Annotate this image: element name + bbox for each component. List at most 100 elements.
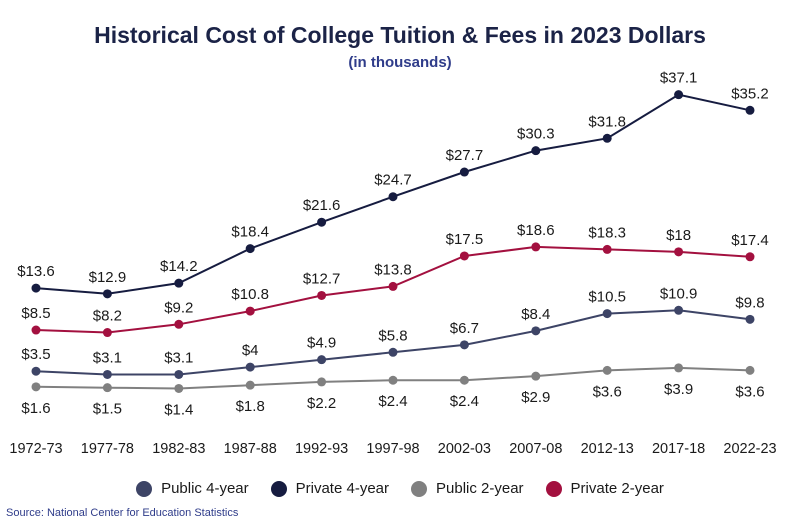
data-label-public-4-year: $3.1 bbox=[93, 349, 122, 366]
data-point-private-2-year bbox=[388, 281, 398, 291]
data-label-private-2-year: $18.6 bbox=[517, 222, 555, 239]
data-point-public-2-year bbox=[388, 375, 398, 385]
data-point-private-4-year bbox=[674, 90, 684, 100]
data-label-public-2-year: $3.6 bbox=[735, 383, 764, 400]
series-public-4-year: $3.5 $3.1 $3.1 $4 $4.9 $5.8 $6.7 $8.4 $10.5 $10.9… bbox=[21, 285, 765, 379]
data-label-public-2-year: $2.9 bbox=[521, 389, 550, 406]
data-label-public-4-year: $3.5 bbox=[21, 346, 50, 363]
x-tick-label: 2007-08 bbox=[509, 441, 562, 457]
data-point-private-2-year bbox=[745, 252, 755, 262]
legend-label: Private 4-year bbox=[295, 480, 389, 497]
data-label-public-2-year: $1.5 bbox=[93, 401, 122, 418]
data-point-public-2-year bbox=[745, 365, 755, 375]
data-point-private-4-year bbox=[174, 278, 184, 288]
x-tick-label: 2022-23 bbox=[723, 441, 776, 457]
data-point-private-2-year bbox=[459, 251, 469, 261]
data-label-private-2-year: $10.8 bbox=[231, 286, 269, 303]
data-point-public-2-year bbox=[245, 380, 255, 390]
data-label-public-2-year: $2.4 bbox=[378, 393, 407, 410]
x-tick-label: 2012-13 bbox=[581, 441, 634, 457]
data-point-public-4-year bbox=[745, 314, 755, 324]
data-label-private-4-year: $30.3 bbox=[517, 126, 555, 143]
data-label-public-2-year: $1.6 bbox=[21, 400, 50, 417]
data-label-public-2-year: $3.6 bbox=[593, 383, 622, 400]
data-point-private-4-year bbox=[459, 167, 469, 177]
data-label-private-4-year: $27.7 bbox=[446, 147, 484, 164]
data-point-private-2-year bbox=[602, 244, 612, 254]
data-label-public-4-year: $10.9 bbox=[660, 285, 698, 302]
data-point-public-2-year bbox=[459, 375, 469, 385]
data-point-public-2-year bbox=[602, 365, 612, 375]
data-point-private-4-year bbox=[245, 244, 255, 254]
data-label-private-4-year: $12.9 bbox=[89, 269, 127, 286]
data-label-public-4-year: $4 bbox=[242, 342, 259, 359]
x-tick-label: 1982-83 bbox=[152, 441, 205, 457]
data-label-public-4-year: $8.4 bbox=[521, 306, 550, 323]
data-point-public-2-year bbox=[174, 383, 184, 393]
data-point-public-4-year bbox=[102, 369, 112, 379]
legend-swatch bbox=[270, 480, 287, 497]
x-tick-label: 2002-03 bbox=[438, 441, 491, 457]
series-private-2-year: $8.5 $8.2 $9.2 $10.8 $12.7 $13.8 $17.5 $18.6 $18… bbox=[21, 222, 769, 338]
data-point-public-2-year bbox=[674, 363, 684, 373]
data-point-private-2-year bbox=[317, 290, 327, 300]
data-label-public-4-year: $9.8 bbox=[735, 294, 764, 311]
data-label-private-4-year: $18.4 bbox=[231, 224, 269, 241]
data-point-private-2-year bbox=[245, 306, 255, 316]
legend-label: Public 4-year bbox=[161, 480, 249, 497]
data-label-private-4-year: $14.2 bbox=[160, 258, 198, 275]
legend-swatch bbox=[411, 480, 427, 497]
data-label-private-2-year: $13.8 bbox=[374, 261, 412, 278]
legend-item-public-2-year: Public 2-year bbox=[411, 480, 524, 497]
data-point-public-2-year bbox=[102, 383, 112, 393]
data-label-private-2-year: $9.2 bbox=[164, 299, 193, 316]
legend-label: Public 2-year bbox=[436, 480, 524, 497]
data-point-private-2-year bbox=[674, 247, 684, 257]
data-point-private-2-year bbox=[102, 328, 112, 338]
data-point-private-4-year bbox=[317, 217, 327, 227]
legend-item-private-4-year: Private 4-year bbox=[270, 480, 389, 497]
data-label-public-2-year: $2.2 bbox=[307, 395, 336, 412]
data-point-public-4-year bbox=[602, 309, 612, 319]
series-public-2-year: $1.6 $1.5 $1.4 $1.8 $2.2 $2.4 $2.4 $2.9 $3.6 $3.9… bbox=[21, 363, 765, 418]
data-point-private-4-year bbox=[388, 192, 398, 202]
x-tick-label: 1997-98 bbox=[366, 441, 419, 457]
legend-swatch bbox=[545, 480, 562, 497]
data-label-public-4-year: $5.8 bbox=[378, 327, 407, 344]
chart-subtitle: (in thousands) bbox=[348, 54, 452, 71]
data-label-private-2-year: $8.2 bbox=[93, 308, 122, 325]
data-label-public-4-year: $10.5 bbox=[588, 289, 626, 306]
data-label-private-4-year: $31.8 bbox=[588, 113, 626, 130]
data-point-private-2-year bbox=[531, 242, 541, 252]
chart-title: Historical Cost of College Tuition & Fee… bbox=[94, 22, 706, 48]
data-label-private-2-year: $18.3 bbox=[588, 224, 626, 241]
data-point-public-4-year bbox=[245, 362, 255, 372]
data-point-private-4-year bbox=[31, 283, 41, 293]
data-label-private-4-year: $37.1 bbox=[660, 70, 698, 87]
data-point-public-4-year bbox=[31, 366, 41, 376]
x-tick-label: 1977-78 bbox=[81, 441, 134, 457]
data-label-public-4-year: $3.1 bbox=[164, 349, 193, 366]
data-point-public-4-year bbox=[459, 340, 469, 350]
legend-label: Private 2-year bbox=[570, 480, 664, 497]
legend-item-public-4-year: Public 4-year bbox=[136, 480, 249, 497]
data-point-private-4-year bbox=[602, 133, 612, 143]
data-label-private-4-year: $13.6 bbox=[17, 263, 55, 280]
data-label-private-2-year: $18 bbox=[666, 227, 691, 244]
x-tick-label: 2017-18 bbox=[652, 441, 705, 457]
line-chart: $1.6 $1.5 $1.4 $1.8 $2.2 $2.4 $2.4 $2.9 $3.6 $3.9… bbox=[9, 70, 776, 457]
data-point-public-4-year bbox=[317, 355, 327, 365]
data-label-public-4-year: $4.9 bbox=[307, 335, 336, 352]
data-point-public-4-year bbox=[388, 347, 398, 357]
data-label-private-2-year: $17.4 bbox=[731, 232, 769, 249]
data-label-private-4-year: $35.2 bbox=[731, 85, 769, 102]
data-label-public-4-year: $6.7 bbox=[450, 320, 479, 337]
data-point-private-2-year bbox=[174, 319, 184, 329]
chart-legend: Public 4-year Private 4-year Public 2-year… bbox=[0, 480, 800, 497]
data-label-public-2-year: $1.8 bbox=[236, 398, 265, 415]
legend-swatch bbox=[136, 480, 153, 497]
data-point-public-4-year bbox=[674, 305, 684, 315]
data-point-public-2-year bbox=[317, 377, 327, 387]
data-label-private-2-year: $12.7 bbox=[303, 270, 341, 287]
data-label-public-2-year: $2.4 bbox=[450, 393, 479, 410]
